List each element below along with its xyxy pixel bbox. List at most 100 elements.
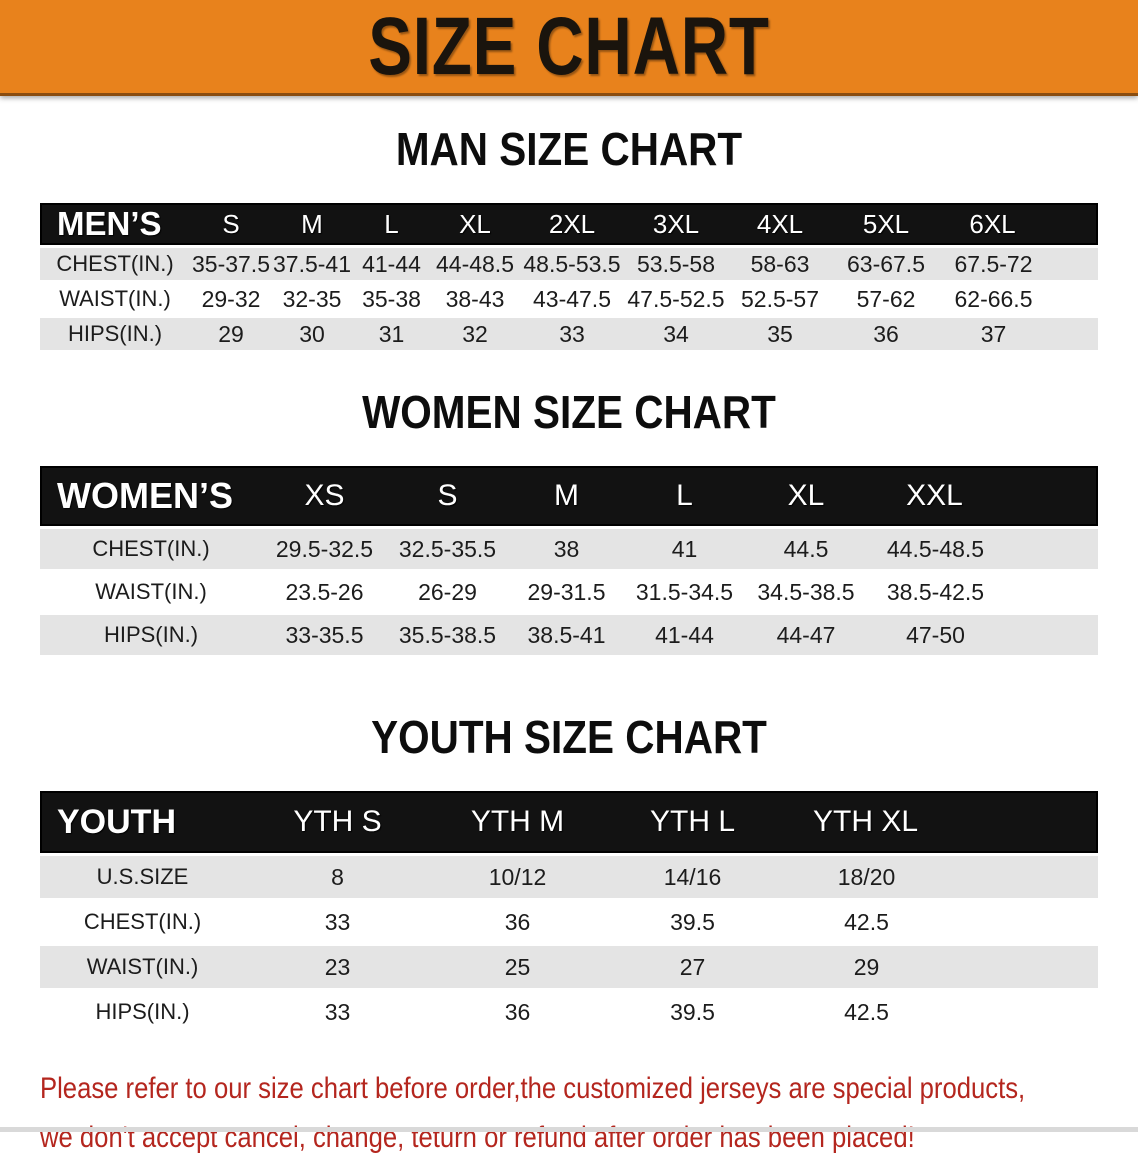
cell: 44.5 [744, 529, 868, 569]
men-size-header-2xl: 2XL [519, 203, 625, 245]
cell: 36 [833, 318, 939, 350]
cell: 42.5 [780, 901, 1098, 943]
men-hips-row: HIPS(IN.) 29 30 31 32 33 34 35 36 37 [40, 318, 1098, 350]
cell: 34 [625, 318, 727, 350]
men-size-header-m: M [272, 203, 352, 245]
row-label: CHEST(IN.) [40, 901, 245, 943]
youth-table-corner-label: YOUTH [40, 791, 245, 853]
women-size-header-l: L [625, 466, 744, 526]
cell: 41-44 [352, 248, 431, 280]
women-size-header-xxl: XXL [868, 466, 1098, 526]
youth-ussize-row: U.S.SIZE 8 10/12 14/16 18/20 [40, 856, 1098, 898]
cell: 38.5-42.5 [868, 572, 1098, 612]
women-size-header-xs: XS [262, 466, 387, 526]
women-waist-row: WAIST(IN.) 23.5-26 26-29 29-31.5 31.5-34… [40, 572, 1098, 612]
women-chest-row: CHEST(IN.) 29.5-32.5 32.5-35.5 38 41 44.… [40, 529, 1098, 569]
cell: 35-37.5 [190, 248, 272, 280]
youth-section-heading: YOUTH SIZE CHART [371, 711, 767, 763]
row-label: HIPS(IN.) [40, 318, 190, 350]
cell: 30 [272, 318, 352, 350]
cell: 32 [431, 318, 519, 350]
cell: 25 [430, 946, 605, 988]
cell: 39.5 [605, 991, 780, 1033]
cell: 8 [245, 856, 430, 898]
cell: 57-62 [833, 283, 939, 315]
cell: 33 [519, 318, 625, 350]
youth-size-table: YOUTH YTH S YTH M YTH L YTH XL U.S.SIZE … [40, 788, 1098, 1036]
cell: 41 [625, 529, 744, 569]
cell: 32-35 [272, 283, 352, 315]
men-size-header-3xl: 3XL [625, 203, 727, 245]
cell: 34.5-38.5 [744, 572, 868, 612]
cell: 41-44 [625, 615, 744, 655]
men-size-table: MEN’S S M L XL 2XL 3XL 4XL 5XL 6XL CHEST… [40, 200, 1098, 353]
men-table-header-row: MEN’S S M L XL 2XL 3XL 4XL 5XL 6XL [40, 203, 1098, 245]
cell: 42.5 [780, 991, 1098, 1033]
cell: 18/20 [780, 856, 1098, 898]
women-size-header-xl: XL [744, 466, 868, 526]
women-table-corner-label: WOMEN’S [40, 466, 262, 526]
cell: 39.5 [605, 901, 780, 943]
cell: 31.5-34.5 [625, 572, 744, 612]
cell: 29-31.5 [508, 572, 625, 612]
men-section-heading: MAN SIZE CHART [395, 123, 743, 175]
cell: 36 [430, 901, 605, 943]
men-size-header-l: L [352, 203, 431, 245]
youth-size-header-l: YTH L [605, 791, 780, 853]
cell: 29 [780, 946, 1098, 988]
cell: 47.5-52.5 [625, 283, 727, 315]
cell: 29-32 [190, 283, 272, 315]
cell: 35 [727, 318, 833, 350]
women-size-header-m: M [508, 466, 625, 526]
cell: 37.5-41 [272, 248, 352, 280]
cell: 44-48.5 [431, 248, 519, 280]
cell: 35-38 [352, 283, 431, 315]
cell: 58-63 [727, 248, 833, 280]
men-size-header-6xl: 6XL [939, 203, 1098, 245]
size-chart-banner: SIZE CHART [0, 0, 1138, 96]
youth-waist-row: WAIST(IN.) 23 25 27 29 [40, 946, 1098, 988]
cell: 35.5-38.5 [387, 615, 508, 655]
row-label: CHEST(IN.) [40, 248, 190, 280]
women-section-heading: WOMEN SIZE CHART [362, 386, 776, 438]
row-label: WAIST(IN.) [40, 946, 245, 988]
cell: 44.5-48.5 [868, 529, 1098, 569]
youth-size-header-m: YTH M [430, 791, 605, 853]
cell: 52.5-57 [727, 283, 833, 315]
women-table-header-row: WOMEN’S XS S M L XL XXL [40, 466, 1098, 526]
cell: 38 [508, 529, 625, 569]
cell: 33-35.5 [262, 615, 387, 655]
cell: 38.5-41 [508, 615, 625, 655]
men-size-header-5xl: 5XL [833, 203, 939, 245]
cell: 53.5-58 [625, 248, 727, 280]
row-label: HIPS(IN.) [40, 615, 262, 655]
cell: 31 [352, 318, 431, 350]
cell: 27 [605, 946, 780, 988]
disclaimer-text: Please refer to our size chart before or… [40, 1064, 1026, 1162]
cell: 32.5-35.5 [387, 529, 508, 569]
youth-size-header-xl: YTH XL [780, 791, 1098, 853]
cell: 33 [245, 991, 430, 1033]
youth-hips-row: HIPS(IN.) 33 36 39.5 42.5 [40, 991, 1098, 1033]
women-size-header-s: S [387, 466, 508, 526]
cell: 48.5-53.5 [519, 248, 625, 280]
banner-title: SIZE CHART [368, 0, 770, 92]
row-label: U.S.SIZE [40, 856, 245, 898]
cell: 23 [245, 946, 430, 988]
row-label: CHEST(IN.) [40, 529, 262, 569]
cell: 37 [939, 318, 1098, 350]
youth-table-header-row: YOUTH YTH S YTH M YTH L YTH XL [40, 791, 1098, 853]
men-waist-row: WAIST(IN.) 29-32 32-35 35-38 38-43 43-47… [40, 283, 1098, 315]
cell: 43-47.5 [519, 283, 625, 315]
cell: 38-43 [431, 283, 519, 315]
cell: 44-47 [744, 615, 868, 655]
cell: 14/16 [605, 856, 780, 898]
youth-chest-row: CHEST(IN.) 33 36 39.5 42.5 [40, 901, 1098, 943]
row-label: WAIST(IN.) [40, 283, 190, 315]
men-size-header-s: S [190, 203, 272, 245]
men-size-header-xl: XL [431, 203, 519, 245]
disclaimer-line-2: we don't accept cancel, change, teturn o… [40, 1121, 915, 1154]
cell: 67.5-72 [939, 248, 1098, 280]
cell: 47-50 [868, 615, 1098, 655]
disclaimer-line-1: Please refer to our size chart before or… [40, 1072, 1026, 1105]
